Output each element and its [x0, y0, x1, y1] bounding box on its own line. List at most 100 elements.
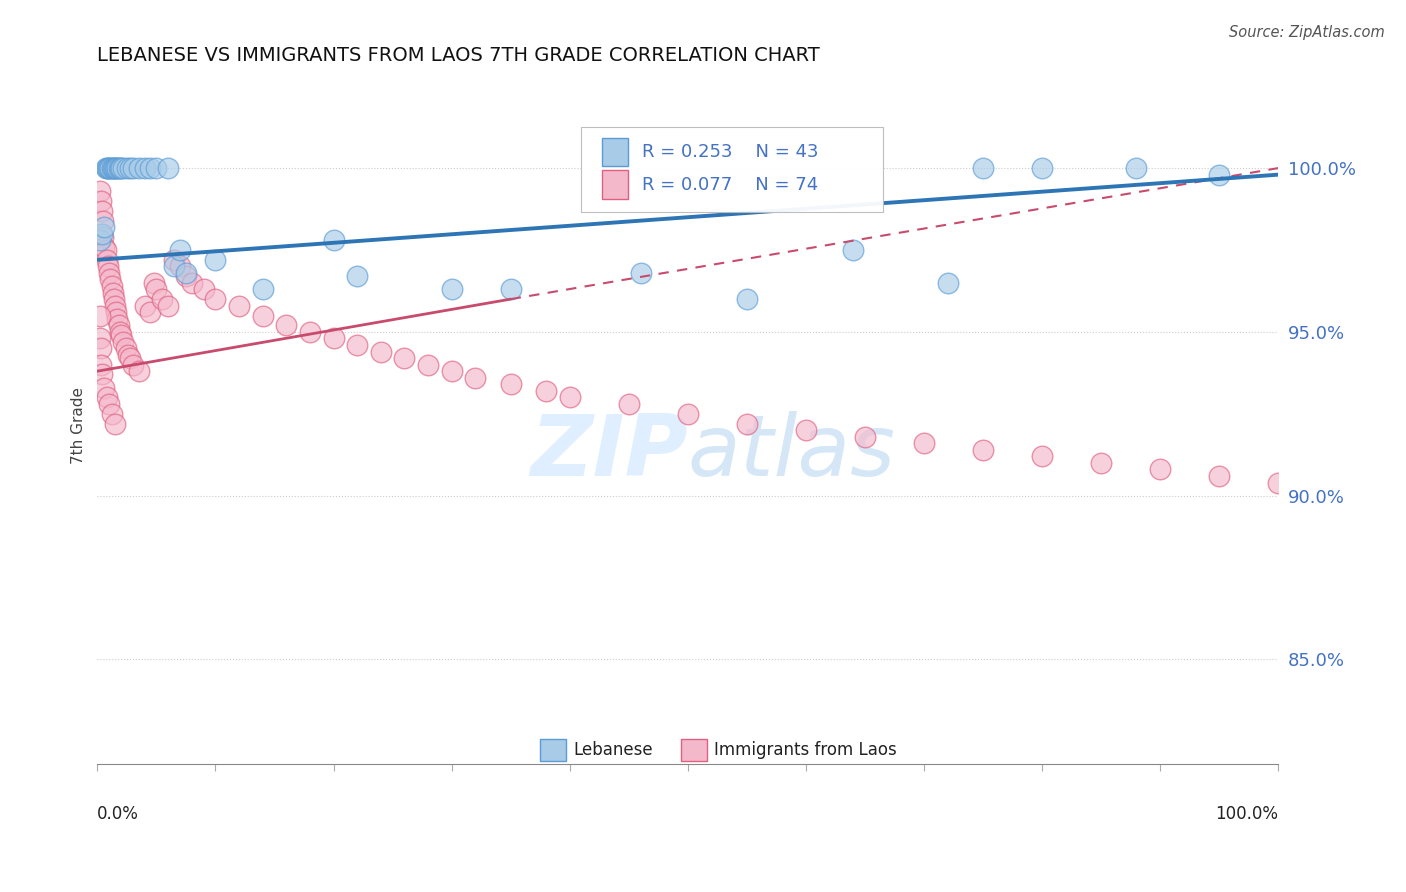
- Point: [93, 240, 115, 254]
- Text: Lebanese: Lebanese: [574, 740, 652, 759]
- Point: [676, 407, 699, 421]
- Point: [91, 368, 114, 382]
- Point: [163, 260, 186, 274]
- Point: [91, 203, 114, 218]
- Point: [94, 243, 117, 257]
- Point: [1267, 475, 1289, 490]
- Point: [252, 282, 274, 296]
- Point: [139, 161, 162, 175]
- Y-axis label: 7th Grade: 7th Grade: [72, 387, 86, 464]
- Point: [1031, 450, 1053, 464]
- Point: [1149, 462, 1171, 476]
- Point: [120, 161, 142, 175]
- Point: [298, 325, 321, 339]
- Point: [115, 161, 138, 175]
- Text: LEBANESE VS IMMIGRANTS FROM LAOS 7TH GRADE CORRELATION CHART: LEBANESE VS IMMIGRANTS FROM LAOS 7TH GRA…: [97, 46, 820, 65]
- Point: [128, 161, 150, 175]
- Point: [440, 282, 463, 296]
- Point: [735, 417, 758, 431]
- Point: [912, 436, 935, 450]
- Point: [100, 279, 122, 293]
- Point: [440, 364, 463, 378]
- Point: [936, 276, 959, 290]
- Point: [145, 161, 167, 175]
- Point: [94, 161, 117, 175]
- Point: [842, 243, 865, 257]
- FancyBboxPatch shape: [582, 127, 883, 211]
- Point: [89, 309, 111, 323]
- Point: [499, 377, 522, 392]
- Point: [117, 348, 139, 362]
- Point: [174, 269, 197, 284]
- Point: [276, 318, 298, 333]
- Point: [89, 184, 111, 198]
- Point: [157, 299, 180, 313]
- Point: [394, 351, 416, 365]
- Point: [98, 397, 121, 411]
- FancyBboxPatch shape: [602, 170, 627, 199]
- Point: [204, 252, 226, 267]
- Point: [91, 227, 114, 241]
- Text: Source: ZipAtlas.com: Source: ZipAtlas.com: [1229, 25, 1385, 40]
- Point: [105, 161, 128, 175]
- Point: [617, 397, 640, 411]
- Point: [105, 305, 128, 319]
- Point: [322, 233, 344, 247]
- Point: [416, 358, 439, 372]
- Point: [134, 299, 156, 313]
- Point: [103, 292, 125, 306]
- Point: [150, 292, 173, 306]
- Point: [346, 338, 368, 352]
- Point: [252, 309, 274, 323]
- Point: [107, 161, 129, 175]
- Point: [100, 161, 122, 175]
- Point: [96, 252, 118, 267]
- Point: [98, 161, 121, 175]
- Point: [97, 260, 120, 274]
- Point: [169, 243, 191, 257]
- Point: [1125, 161, 1147, 175]
- Point: [499, 282, 522, 296]
- Point: [96, 161, 118, 175]
- Point: [558, 391, 581, 405]
- Point: [322, 331, 344, 345]
- Point: [98, 161, 121, 175]
- FancyBboxPatch shape: [540, 739, 567, 761]
- Point: [93, 220, 115, 235]
- Point: [169, 260, 191, 274]
- Point: [93, 381, 115, 395]
- Point: [96, 391, 118, 405]
- Point: [98, 272, 121, 286]
- Point: [97, 161, 120, 175]
- Point: [464, 370, 486, 384]
- FancyBboxPatch shape: [602, 137, 627, 166]
- Point: [1208, 168, 1230, 182]
- Point: [145, 282, 167, 296]
- Point: [794, 423, 817, 437]
- Point: [101, 161, 124, 175]
- Point: [143, 276, 166, 290]
- Point: [90, 358, 112, 372]
- Point: [630, 266, 652, 280]
- Point: [139, 305, 162, 319]
- Text: R = 0.077    N = 74: R = 0.077 N = 74: [641, 176, 818, 194]
- Point: [174, 266, 197, 280]
- Text: 0.0%: 0.0%: [97, 805, 139, 823]
- Point: [100, 407, 122, 421]
- Point: [120, 351, 142, 365]
- Point: [98, 266, 121, 280]
- Point: [134, 161, 156, 175]
- Point: [128, 364, 150, 378]
- Point: [228, 299, 250, 313]
- Point: [110, 328, 132, 343]
- Point: [108, 161, 131, 175]
- Point: [1208, 469, 1230, 483]
- Point: [90, 194, 112, 208]
- Point: [1031, 161, 1053, 175]
- Point: [112, 334, 135, 349]
- Point: [104, 299, 127, 313]
- Point: [104, 417, 127, 431]
- Text: atlas: atlas: [688, 411, 896, 494]
- Point: [193, 282, 215, 296]
- Point: [346, 269, 368, 284]
